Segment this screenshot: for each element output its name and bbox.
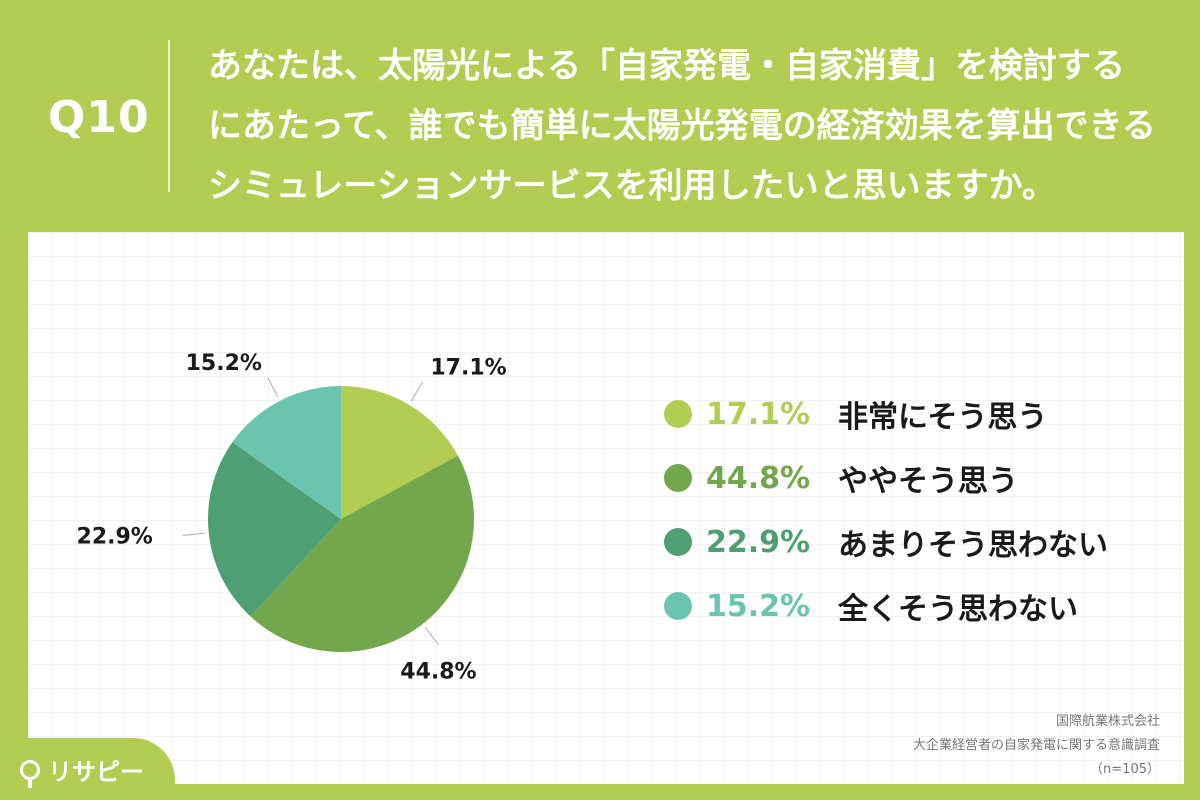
legend-percent: 22.9%: [706, 524, 811, 560]
legend-label: 非常にそう思う: [838, 400, 1048, 435]
slice-value-label: 44.8%: [400, 660, 476, 685]
chart-panel: 17.1% 44.8% 22.9% 15.2% 17.1% 非常にそう思う 44.8%…: [28, 232, 1184, 784]
legend-swatch: [664, 464, 692, 492]
brand-logo: リサピー: [20, 752, 144, 788]
legend-swatch: [664, 528, 692, 556]
question-text: あなたは、太陽光による「自家発電・自家消費」を検討する にあたって、誰でも簡単に…: [208, 36, 1178, 216]
pie-slice: [232, 386, 341, 519]
legend: 17.1% 非常にそう思う 44.8% ややそう思う 22.9% あまりそう思わ…: [664, 382, 1108, 638]
location-pin-icon: [20, 759, 40, 788]
legend-label: 全くそう思わない: [838, 592, 1078, 627]
question-number: Q10: [48, 92, 150, 143]
question-line: あなたは、太陽光による「自家発電・自家消費」を検討する: [208, 46, 1125, 86]
pie-chart: 17.1% 44.8% 22.9% 15.2%: [77, 351, 507, 685]
brand-tab: リサピー: [0, 738, 175, 800]
legend-percent: 17.1%: [706, 396, 811, 432]
legend-item: 15.2% 全くそう思わない: [664, 574, 1108, 638]
legend-swatch: [664, 592, 692, 620]
legend-percent: 44.8%: [706, 460, 811, 496]
question-line: シミュレーションサービスを利用したいと思いますか。: [208, 166, 1056, 206]
leader-line: [267, 377, 279, 398]
brand-name: リサピー: [48, 758, 144, 786]
slice-value-label: 22.9%: [77, 524, 153, 549]
leader-line: [424, 626, 439, 645]
legend-item: 44.8% ややそう思う: [664, 446, 1108, 510]
legend-percent: 15.2%: [706, 588, 811, 624]
slice-value-label: 15.2%: [186, 351, 262, 376]
pie-slice: [208, 442, 341, 617]
header: Q10 あなたは、太陽光による「自家発電・自家消費」を検討する にあたって、誰で…: [0, 0, 1200, 232]
legend-item: 22.9% あまりそう思わない: [664, 510, 1108, 574]
pie-slice: [250, 455, 474, 652]
slice-value-label: 17.1%: [430, 355, 506, 380]
source-company: 国際航業株式会社: [1055, 714, 1160, 729]
leader-line: [410, 382, 423, 402]
legend-swatch: [664, 400, 692, 428]
source-note: 国際航業株式会社 大企業経営者の自家発電に関する意識調査 （n=105）: [913, 710, 1160, 782]
leader-line: [182, 532, 205, 536]
legend-label: ややそう思う: [838, 464, 1018, 499]
header-divider: [168, 40, 170, 192]
legend-item: 17.1% 非常にそう思う: [664, 382, 1108, 446]
legend-label: あまりそう思わない: [838, 528, 1108, 563]
source-sample: （n=105）: [1090, 762, 1160, 777]
pie-slice: [341, 386, 458, 519]
source-survey: 大企業経営者の自家発電に関する意識調査: [912, 738, 1160, 753]
question-line: にあたって、誰でも簡単に太陽光発電の経済効果を算出できる: [208, 106, 1156, 146]
